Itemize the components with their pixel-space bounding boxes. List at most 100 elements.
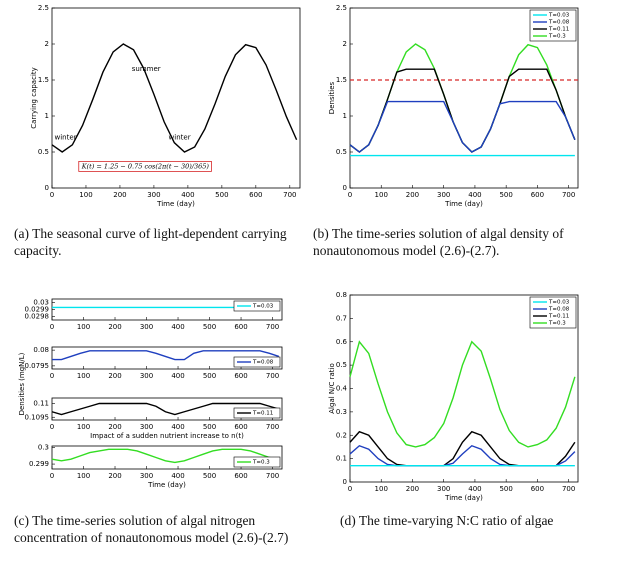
y-tick-label: 0.7 xyxy=(336,314,347,322)
x-tick-label: 100 xyxy=(77,472,90,480)
x-tick-label: 500 xyxy=(499,485,512,493)
legend-label: T=0.3 xyxy=(252,460,270,466)
series-line xyxy=(349,43,576,153)
plot-frame xyxy=(51,346,283,370)
y-tick-label: 2 xyxy=(343,40,347,48)
x-tick-label: 300 xyxy=(437,191,450,199)
x-tick-label: 400 xyxy=(171,472,184,480)
legend-label: T=0.03 xyxy=(548,300,570,306)
x-tick-label: 400 xyxy=(171,372,184,380)
y-axis-label: Densities xyxy=(328,81,336,114)
plot-frame xyxy=(51,397,283,421)
x-tick-label: 100 xyxy=(375,191,388,199)
plot-frame xyxy=(349,7,579,189)
y-tick-label: 0 xyxy=(343,478,347,486)
x-axis-label: Impact of a sudden nutrient increase to … xyxy=(90,432,244,440)
x-tick-label: 500 xyxy=(499,191,512,199)
x-tick-label: 0 xyxy=(50,323,54,331)
x-tick-label: 500 xyxy=(203,323,216,331)
x-tick-label: 600 xyxy=(531,191,544,199)
legend-label: T=0.3 xyxy=(548,34,566,40)
x-tick-label: 600 xyxy=(234,372,247,380)
x-tick-label: 500 xyxy=(203,372,216,380)
x-tick-label: 700 xyxy=(562,191,575,199)
series-line xyxy=(52,350,280,361)
x-tick-label: 300 xyxy=(140,323,153,331)
y-tick-label: 0.8 xyxy=(336,291,347,299)
x-tick-label: 0 xyxy=(348,191,352,199)
series-line xyxy=(51,448,279,464)
x-axis-label: Time (day) xyxy=(444,200,483,208)
legend-label: T=0.11 xyxy=(548,27,569,33)
y-tick-label: 1 xyxy=(45,112,49,120)
y-tick-label: 2.5 xyxy=(38,4,49,12)
series-line xyxy=(51,402,280,416)
plot-frame xyxy=(51,7,301,189)
x-tick-label: 200 xyxy=(108,472,121,480)
caption: (c) The time-series solution of algal ni… xyxy=(14,513,289,545)
x-tick-label: 100 xyxy=(375,485,388,493)
legend-box xyxy=(233,407,281,419)
x-tick-label: 100 xyxy=(79,191,92,199)
x-tick-label: 600 xyxy=(234,423,247,431)
x-tick-label: 300 xyxy=(147,191,160,199)
annotation: K(t) = 1.25 − 0.75 cos(2π(t − 30)/365) xyxy=(81,162,210,170)
legend-box xyxy=(233,300,281,312)
x-tick-label: 300 xyxy=(140,423,153,431)
y-tick-label: 0.5 xyxy=(336,361,347,369)
legend-label: T=0.3 xyxy=(548,321,566,327)
annotation: winter xyxy=(54,134,76,142)
series-line xyxy=(349,100,576,153)
x-tick-label: 600 xyxy=(249,191,262,199)
caption: (b) The time-series solution of algal de… xyxy=(313,226,564,258)
x-tick-label: 500 xyxy=(203,472,216,480)
legend-label: T=0.08 xyxy=(252,360,274,366)
y-tick-label: 0 xyxy=(343,184,347,192)
x-tick-label: 700 xyxy=(266,323,279,331)
x-tick-label: 400 xyxy=(171,423,184,431)
y-tick-label: 1.5 xyxy=(38,76,49,84)
x-tick-label: 200 xyxy=(406,485,419,493)
y-tick-label: 0.4 xyxy=(336,385,348,393)
x-tick-label: 700 xyxy=(266,472,279,480)
x-tick-label: 100 xyxy=(77,372,90,380)
y-tick-label: 0.11 xyxy=(33,400,49,408)
y-tick-label: 0.6 xyxy=(336,338,348,346)
y-axis-label: Densities (mgN/L) xyxy=(18,352,26,415)
legend-box xyxy=(233,456,281,468)
x-tick-label: 400 xyxy=(468,191,481,199)
y-tick-label: 0.5 xyxy=(336,148,347,156)
annotation: summer xyxy=(132,65,161,73)
y-tick-label: 0.1 xyxy=(336,455,347,463)
x-tick-label: 100 xyxy=(77,423,90,431)
annotation-box xyxy=(78,160,212,172)
y-axis-label: Algal N/C ratio xyxy=(328,363,336,413)
caption: (d) The time-varying N:C ratio of algae xyxy=(340,513,554,528)
x-tick-label: 700 xyxy=(266,372,279,380)
x-axis-label: Time (day) xyxy=(444,494,483,502)
y-tick-label: 0.1095 xyxy=(25,413,50,421)
x-tick-label: 0 xyxy=(50,472,54,480)
caption: (a) The seasonal curve of light-dependen… xyxy=(14,226,287,258)
plot-frame xyxy=(51,445,283,470)
x-tick-label: 400 xyxy=(181,191,194,199)
x-tick-label: 200 xyxy=(406,191,419,199)
legend-label: T=0.08 xyxy=(548,20,570,26)
x-tick-label: 400 xyxy=(468,485,481,493)
y-tick-label: 0.0795 xyxy=(25,362,50,370)
legend-label: T=0.03 xyxy=(548,13,570,19)
y-tick-label: 0 xyxy=(45,184,49,192)
y-tick-label: 0.08 xyxy=(33,346,49,354)
x-axis-label: Time (day) xyxy=(147,481,186,489)
x-tick-label: 200 xyxy=(108,323,121,331)
legend-label: T=0.08 xyxy=(548,307,570,313)
x-tick-label: 300 xyxy=(140,372,153,380)
series-line xyxy=(349,444,576,467)
x-tick-label: 0 xyxy=(50,191,54,199)
legend-label: T=0.11 xyxy=(548,314,569,320)
x-tick-label: 700 xyxy=(283,191,296,199)
y-tick-label: 1 xyxy=(343,112,347,120)
x-tick-label: 700 xyxy=(266,423,279,431)
